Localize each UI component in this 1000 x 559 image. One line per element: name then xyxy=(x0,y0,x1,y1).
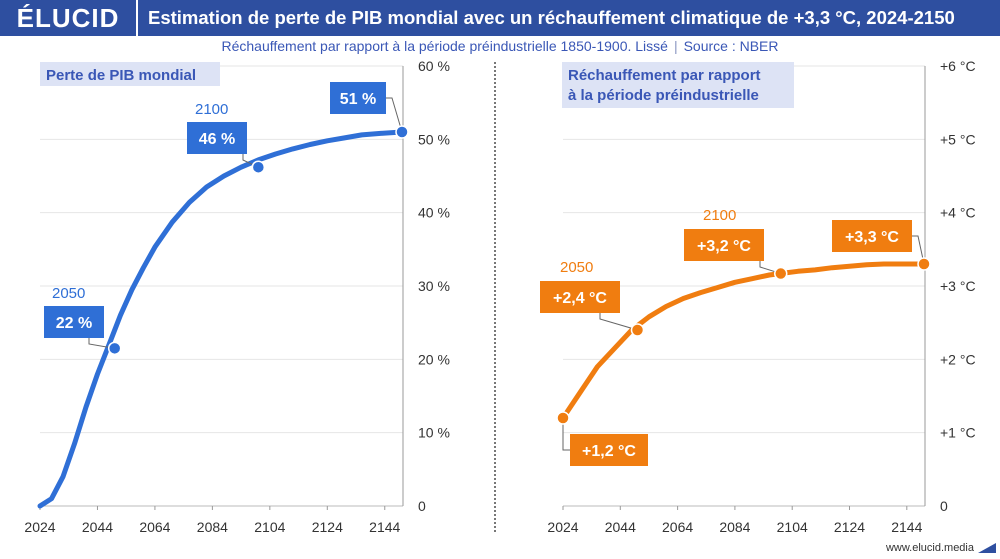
gdp-annotation-box xyxy=(44,306,104,338)
gdp-y-tick-label: 60 % xyxy=(418,58,450,74)
gdp-y-tick-label: 50 % xyxy=(418,131,450,147)
temp-annotation-box xyxy=(540,281,620,313)
gdp-annotation-year: 2050 xyxy=(52,285,85,302)
temp-data-point xyxy=(556,411,570,425)
temp-x-tick-label: 2044 xyxy=(605,519,636,535)
temp-y-tick-label: 0 xyxy=(940,498,948,514)
gdp-annotation-label: 46 % xyxy=(199,131,235,148)
temp-data-point xyxy=(773,266,788,281)
gdp-data-point xyxy=(251,160,266,174)
gdp-annotation-box xyxy=(187,122,247,154)
brand-name: ÉLUCID xyxy=(16,2,120,33)
temp-x-tick-label: 2144 xyxy=(891,519,922,535)
temp-series-line xyxy=(560,261,927,421)
temp-title-bg xyxy=(562,62,794,108)
temp-annotation-label: +3,3 °C xyxy=(845,229,899,246)
gdp-y-tick-label: 10 % xyxy=(418,425,450,441)
temp-chart-title-line1: Réchauffement par rapport xyxy=(568,67,761,84)
separator: | xyxy=(673,38,678,54)
page-title: Estimation de perte de PIB mondial avec … xyxy=(148,7,955,28)
temp-annotation-box xyxy=(684,229,764,261)
gdp-title-bg xyxy=(40,62,220,86)
temp-annotation-label: +2,4 °C xyxy=(553,290,607,307)
subtitle: Réchauffement par rapport à la période p… xyxy=(0,38,1000,54)
gdp-y-tick-label: 20 % xyxy=(418,351,450,367)
temp-annotation-label: +1,2 °C xyxy=(582,443,636,460)
gdp-y-tick-label: 30 % xyxy=(418,278,450,294)
temp-x-tick-label: 2064 xyxy=(662,519,693,535)
gdp-x-tick-label: 2084 xyxy=(197,519,228,535)
gdp-x-tick-label: 2144 xyxy=(369,519,400,535)
temp-annotation-leader xyxy=(562,418,570,451)
gdp-annotation-label: 22 % xyxy=(56,315,92,332)
temp-annotation-box xyxy=(832,220,912,252)
gdp-annotation-box xyxy=(330,82,386,114)
gdp-chart-title: Perte de PIB mondial xyxy=(46,67,196,84)
temp-annotation-label: +3,2 °C xyxy=(697,238,751,255)
temp-annotation-year: 2050 xyxy=(560,259,593,276)
panel-divider xyxy=(494,62,496,532)
gdp-annotation-leader xyxy=(88,338,115,349)
temp-y-tick-label: +6 °C xyxy=(940,58,976,74)
brand-logo[interactable]: ÉLUCID xyxy=(0,0,138,36)
gdp-annotation-year: 2100 xyxy=(195,101,228,118)
temp-x-tick-label: 2124 xyxy=(834,519,865,535)
gdp-data-point xyxy=(107,341,122,356)
gdp-x-tick-label: 2064 xyxy=(139,519,170,535)
gdp-data-point xyxy=(395,125,409,139)
temp-data-point xyxy=(917,257,931,271)
gdp-annotation-leader xyxy=(386,97,403,133)
header-bar: ÉLUCID Estimation de perte de PIB mondia… xyxy=(0,0,1000,36)
temp-data-point xyxy=(630,323,645,337)
temp-x-tick-label: 2024 xyxy=(547,519,578,535)
temp-annotation-leader xyxy=(599,313,638,331)
gdp-series-line xyxy=(37,129,405,509)
gdp-x-tick-label: 2104 xyxy=(254,519,285,535)
temp-y-tick-label: +3 °C xyxy=(940,278,976,294)
temp-y-tick-label: +4 °C xyxy=(940,205,976,221)
gdp-y-tick-label: 40 % xyxy=(418,205,450,221)
footer-logo-mark xyxy=(978,543,996,553)
gdp-x-tick-label: 2124 xyxy=(312,519,343,535)
subtitle-text: Réchauffement par rapport à la période p… xyxy=(221,38,668,54)
temp-y-tick-label: +1 °C xyxy=(940,425,976,441)
temp-y-tick-label: +2 °C xyxy=(940,351,976,367)
temp-annotation-year: 2100 xyxy=(703,207,736,224)
temp-annotation-leader xyxy=(759,261,781,275)
gdp-x-tick-label: 2024 xyxy=(24,519,55,535)
source-text: Source : NBER xyxy=(683,38,779,54)
temp-annotation-leader xyxy=(912,235,925,265)
temp-x-tick-label: 2104 xyxy=(777,519,808,535)
gdp-x-tick-label: 2044 xyxy=(82,519,113,535)
temp-y-tick-label: +5 °C xyxy=(940,131,976,147)
footer-url[interactable]: www.elucid.media xyxy=(885,542,974,554)
temp-x-tick-label: 2084 xyxy=(719,519,750,535)
temp-annotation-box xyxy=(570,434,648,466)
gdp-y-tick-label: 0 xyxy=(418,498,426,514)
temp-chart-title-line2: à la période préindustrielle xyxy=(568,87,759,104)
gdp-annotation-label: 51 % xyxy=(340,91,376,108)
